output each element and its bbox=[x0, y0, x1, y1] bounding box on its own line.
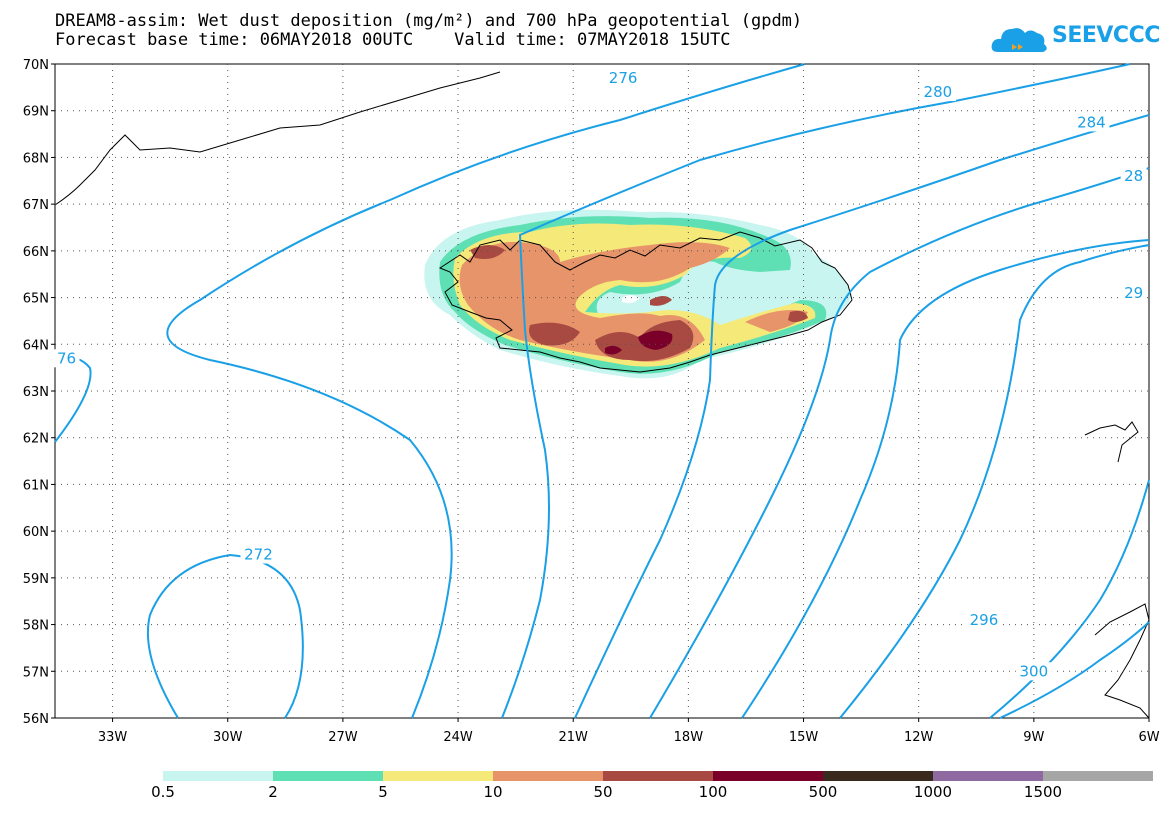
lat-tick-label: 70N bbox=[23, 58, 49, 73]
coastlines bbox=[54, 71, 1150, 719]
lon-tick-label: 30W bbox=[213, 730, 243, 745]
lat-tick-label: 65N bbox=[23, 292, 49, 307]
lat-tick-label: 62N bbox=[23, 432, 49, 447]
colorbar-label: 1500 bbox=[1023, 783, 1063, 801]
contour-label-background bbox=[1015, 662, 1052, 681]
contour-label: 28 bbox=[1124, 167, 1143, 185]
contour-label: 76 bbox=[57, 349, 76, 367]
contour-label-background bbox=[53, 349, 80, 368]
logo-text: SEEVCCC bbox=[1052, 23, 1160, 48]
colorbar-label: 5 bbox=[378, 783, 388, 801]
contour-label-background bbox=[1073, 113, 1110, 132]
colorbar-label: 10 bbox=[483, 783, 503, 801]
contour-label-background bbox=[240, 545, 277, 564]
lat-tick-label: 59N bbox=[23, 572, 49, 587]
colorbar-label: 500 bbox=[808, 783, 838, 801]
lon-tick-label: 21W bbox=[559, 730, 589, 745]
lat-tick-label: 67N bbox=[23, 198, 49, 213]
contour-label: 280 bbox=[924, 83, 953, 101]
lon-tick-label: 6W bbox=[1138, 730, 1159, 745]
contour-label: 29 bbox=[1124, 284, 1143, 302]
latitude-axis-labels: 70N 69N 68N 67N 66N 65N 64N 63N 62N 61N 60N 59N 58N 5… bbox=[23, 58, 55, 727]
lon-tick-label: 12W bbox=[904, 730, 934, 745]
lon-tick-label: 9W bbox=[1023, 730, 1044, 745]
cloud-icon bbox=[991, 28, 1047, 52]
lat-tick-label: 58N bbox=[23, 619, 49, 634]
colorbar-swatch bbox=[823, 771, 933, 781]
lat-tick-label: 61N bbox=[23, 478, 49, 493]
contour-labels: 276 280 284 28 29 76 272 296 300 bbox=[53, 69, 1147, 681]
lon-tick-label: 18W bbox=[674, 730, 704, 745]
contour-label-background bbox=[965, 610, 1002, 629]
lon-tick-label: 33W bbox=[98, 730, 128, 745]
contour-label-background bbox=[919, 83, 956, 102]
contour-label-background bbox=[1120, 167, 1147, 186]
colorbar-label: 1000 bbox=[913, 783, 953, 801]
colorbar-label: 100 bbox=[698, 783, 728, 801]
lat-tick-label: 63N bbox=[23, 385, 49, 400]
colorbar-swatch bbox=[383, 771, 493, 781]
lat-tick-label: 66N bbox=[23, 245, 49, 260]
colorbar-swatch bbox=[493, 771, 603, 781]
contour-label-background bbox=[605, 69, 642, 88]
lon-tick-label: 15W bbox=[789, 730, 819, 745]
map-title-line-1: DREAM8-assim: Wet dust deposition (mg/m²… bbox=[55, 11, 803, 31]
contour-label: 284 bbox=[1077, 113, 1106, 131]
contour-label-background bbox=[1120, 283, 1147, 302]
lat-tick-label: 57N bbox=[23, 665, 49, 680]
lat-tick-label: 60N bbox=[23, 525, 49, 540]
colorbar-swatch bbox=[713, 771, 823, 781]
contour-label: 300 bbox=[1020, 662, 1049, 680]
colorbar-label: 2 bbox=[268, 783, 278, 801]
lat-tick-label: 68N bbox=[23, 151, 49, 166]
map-title-line-2: Forecast base time: 06MAY2018 00UTC Vali… bbox=[55, 30, 731, 50]
lat-tick-label: 69N bbox=[23, 105, 49, 120]
lat-tick-label: 64N bbox=[23, 338, 49, 353]
contour-label: 296 bbox=[970, 611, 999, 629]
colorbar-label: 50 bbox=[593, 783, 613, 801]
dust-deposition-field bbox=[424, 209, 852, 379]
colorbar-swatch bbox=[163, 771, 273, 781]
colorbar-label: 0.5 bbox=[151, 783, 175, 801]
colorbar-swatch bbox=[603, 771, 713, 781]
lon-tick-label: 24W bbox=[443, 730, 473, 745]
colorbar-swatch bbox=[273, 771, 383, 781]
colorbar-swatch bbox=[933, 771, 1043, 781]
contour-label: 276 bbox=[609, 69, 638, 87]
colorbar-swatch bbox=[1043, 771, 1153, 781]
contour-label: 272 bbox=[244, 546, 273, 564]
lat-tick-label: 56N bbox=[23, 712, 49, 727]
gridlines bbox=[55, 64, 1149, 718]
longitude-axis-labels: 33W 30W 27W 24W 21W 18W 15W 12W 9W 6W bbox=[98, 718, 1160, 745]
lon-tick-label: 27W bbox=[328, 730, 358, 745]
